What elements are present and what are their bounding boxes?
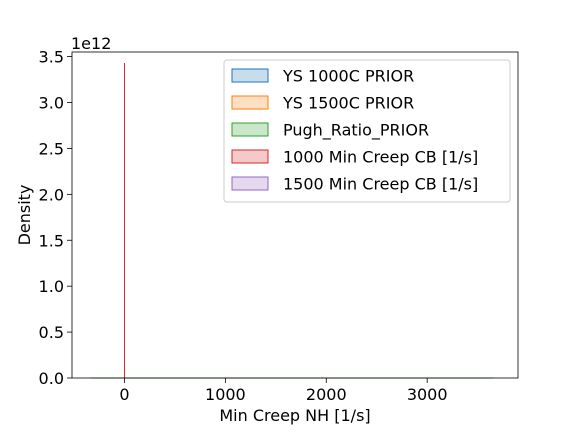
legend-swatch (231, 176, 269, 191)
legend-swatch (231, 149, 269, 164)
y-axis: 0.0 0.5 1.0 1.5 2.0 2.5 3.0 3.5 (39, 48, 72, 388)
legend-label: 1500 Min Creep CB [1/s] (283, 175, 478, 194)
y-tick-label: 0.0 (39, 369, 64, 388)
y-tick-label: 0.5 (39, 323, 64, 342)
legend-swatch (231, 95, 269, 110)
y-tick-label: 2.0 (39, 185, 64, 204)
x-tick-label: 3000 (407, 385, 448, 404)
y-tick-label: 3.5 (39, 48, 64, 67)
legend-label: Pugh_Ratio_PRIOR (283, 121, 429, 141)
legend-swatch (231, 68, 269, 83)
legend-label: 1000 Min Creep CB [1/s] (283, 148, 478, 167)
legend-frame (223, 59, 511, 203)
y-tick-label: 2.5 (39, 139, 64, 158)
y-tick-label: 3.0 (39, 94, 64, 113)
x-tick-label: 2000 (306, 385, 347, 404)
legend-swatch (231, 122, 269, 137)
y-axis-title: Density (15, 185, 34, 246)
legend-label: YS 1500C PRIOR (282, 94, 414, 113)
y-tick-label: 1.0 (39, 277, 64, 296)
y-tick-label: 1.5 (39, 231, 64, 250)
x-axis: 0 1000 2000 3000 (119, 378, 448, 404)
x-tick-label: 0 (119, 385, 129, 404)
legend: YS 1000C PRIOR YS 1500C PRIOR Pugh_Ratio_P… (223, 59, 511, 203)
plot-frame (71, 51, 519, 379)
y-offset-label: 1e12 (71, 34, 111, 53)
x-axis-title: Min Creep NH [1/s] (219, 406, 370, 425)
x-tick-label: 1000 (205, 385, 246, 404)
legend-label: YS 1000C PRIOR (282, 67, 414, 86)
